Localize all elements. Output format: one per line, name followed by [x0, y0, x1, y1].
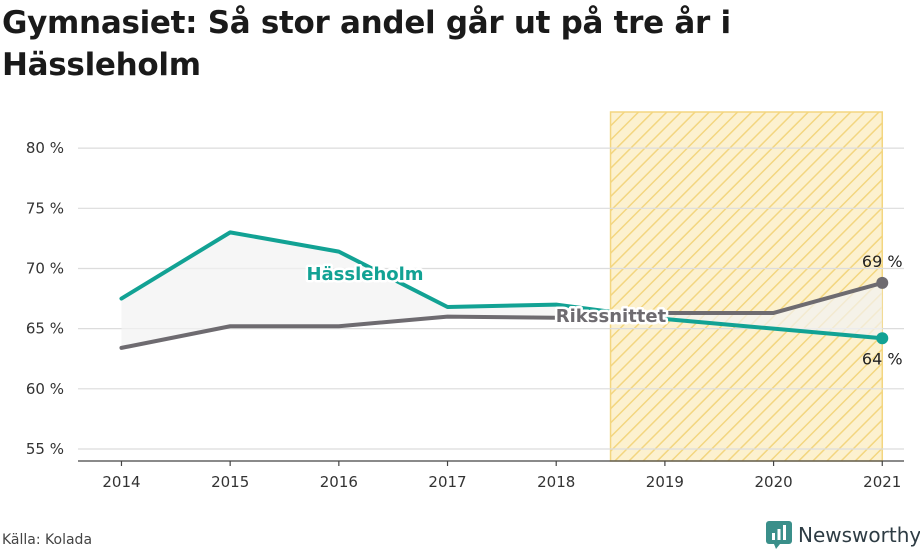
y-tick-label: 60 % [26, 380, 64, 398]
y-tick-label: 75 % [26, 199, 64, 217]
highlight-region [609, 111, 884, 462]
chart-title: Gymnasiet: Så stor andel går ut på tre å… [2, 5, 731, 83]
x-tick-label: 2021 [863, 473, 901, 491]
x-tick-label: 2016 [320, 473, 358, 491]
x-tick-label: 2017 [428, 473, 466, 491]
end-value-rikssnittet: 69 % [862, 252, 903, 271]
newsworthy-logo-icon [766, 521, 792, 549]
y-tick-label: 55 % [26, 440, 64, 458]
source-note: Källa: Kolada [2, 532, 93, 548]
y-tick-label: 65 % [26, 320, 64, 338]
x-tick-label: 2020 [754, 473, 792, 491]
x-tick-label: 2015 [211, 473, 249, 491]
series-label-rikssnittet: Rikssnittet [556, 306, 667, 327]
x-tick-label: 2018 [537, 473, 575, 491]
y-tick-label: 80 % [26, 139, 64, 157]
end-value-hassleholm: 64 % [862, 349, 903, 368]
series-line-rikssnittet [119, 280, 885, 350]
series-line-hassleholm [119, 230, 885, 341]
brand-logo: Newsworthy [766, 520, 920, 550]
y-tick-label: 70 % [26, 259, 64, 277]
series-label-hassleholm: Hässleholm [306, 264, 423, 285]
x-tick-label: 2014 [102, 473, 140, 491]
end-point-rikssnittet [876, 276, 889, 289]
end-point-hassleholm [876, 332, 889, 345]
x-tick-label: 2019 [646, 473, 684, 491]
difference-band [121, 232, 883, 348]
brand-name: Newsworthy [798, 523, 920, 547]
